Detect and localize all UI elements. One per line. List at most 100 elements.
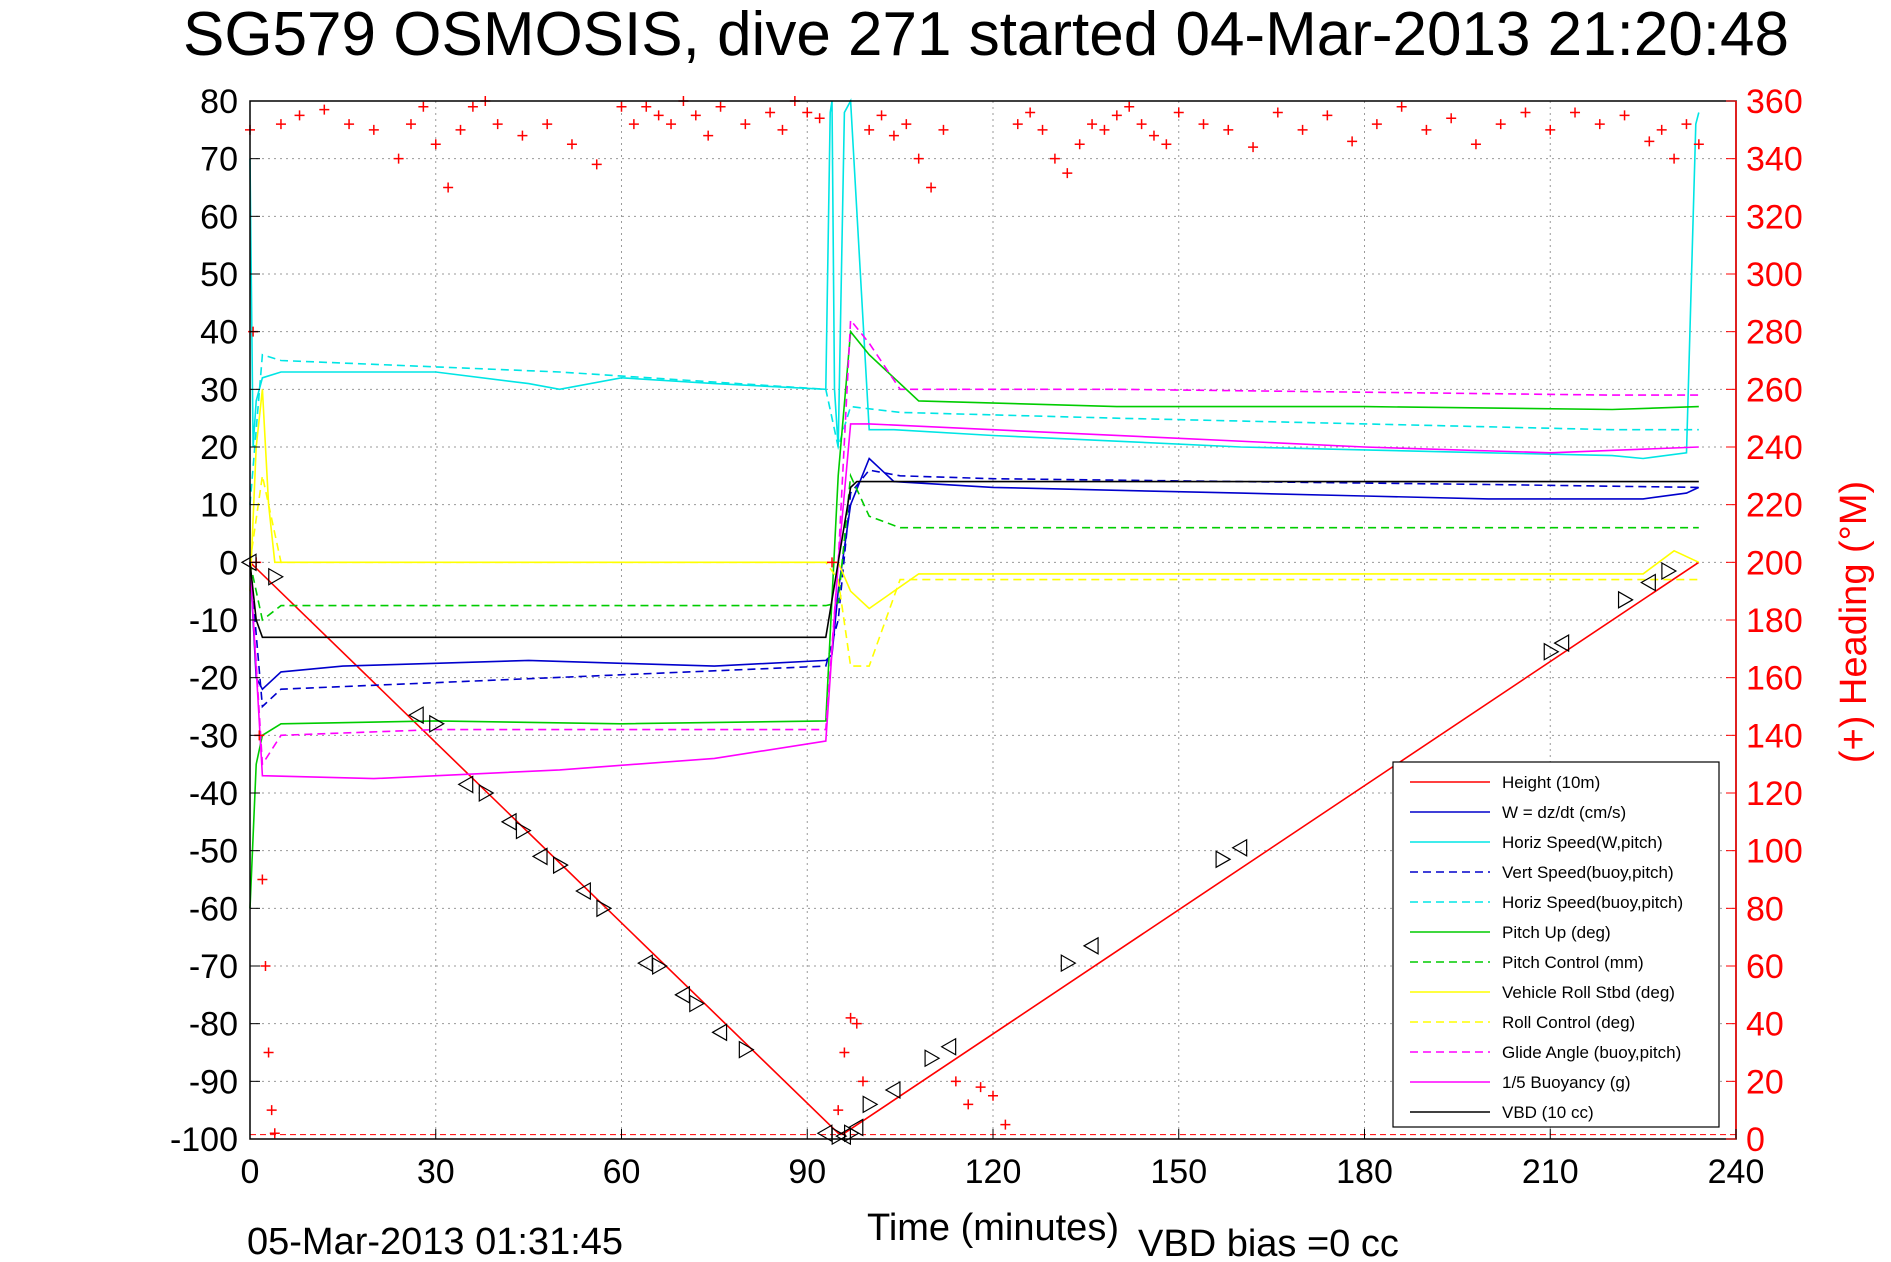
- legend-label: Height (10m): [1502, 773, 1600, 792]
- right-tick-label: 240: [1746, 429, 1803, 467]
- y-tick-label: -70: [189, 948, 238, 986]
- heading-point: [467, 101, 478, 112]
- legend: Height (10m) W = dz/dt (cm/s) Horiz Speed(…: [1392, 761, 1720, 1128]
- right-tick-label: 120: [1746, 775, 1803, 813]
- heading-point: [703, 130, 714, 141]
- heading-point: [975, 1082, 986, 1093]
- dive-marker: [884, 1080, 901, 1100]
- heading-point: [1520, 107, 1531, 118]
- heading-point: [542, 119, 553, 130]
- dive-marker: [531, 847, 548, 866]
- legend-label: Horiz Speed(buoy,pitch): [1502, 893, 1683, 912]
- dive-marker: [924, 1049, 941, 1068]
- right-tick-label: 260: [1746, 371, 1803, 409]
- right-tick-label: 40: [1746, 1006, 1784, 1044]
- dive-marker: [1617, 590, 1634, 609]
- legend-label: Vert Speed(buoy,pitch): [1502, 863, 1674, 882]
- x-tick-label: 180: [1336, 1153, 1393, 1191]
- right-tick-label: 200: [1746, 544, 1803, 582]
- dive-marker: [831, 1127, 848, 1146]
- dive-marker: [478, 783, 495, 803]
- heading-point: [418, 101, 429, 112]
- heading-point: [1619, 110, 1630, 121]
- heading-point: [851, 1018, 862, 1029]
- heading-point: [913, 153, 924, 164]
- right-tick-label: 20: [1746, 1063, 1784, 1101]
- dive-marker-layer: [240, 553, 1678, 1146]
- dive-marker: [847, 1118, 864, 1137]
- dive-marker: [738, 1040, 755, 1059]
- legend-label: VBD (10 cc): [1502, 1103, 1594, 1122]
- heading-point: [263, 1047, 274, 1058]
- heading-point: [1099, 124, 1110, 135]
- series-line-8: [249, 475, 1699, 667]
- heading-point: [641, 101, 652, 112]
- legend-label: W = dz/dt (cm/s): [1502, 803, 1626, 822]
- heading-point: [269, 1128, 280, 1139]
- heading-point: [1223, 124, 1234, 135]
- y-tick-label: 40: [200, 314, 238, 352]
- heading-point: [566, 139, 577, 150]
- y-tick-label: 20: [200, 429, 238, 467]
- dive-marker: [637, 954, 653, 973]
- heading-point: [344, 119, 355, 130]
- heading-point: [666, 119, 677, 130]
- x-tick-label: 90: [788, 1153, 826, 1191]
- heading-point: [1173, 107, 1184, 118]
- vbd-bias-label: VBD bias =0 cc: [1138, 1223, 1399, 1262]
- heading-point: [1136, 119, 1147, 130]
- right-tick-label: 0: [1746, 1121, 1765, 1159]
- heading-point: [1669, 153, 1680, 164]
- heading-point: [266, 1105, 277, 1116]
- dive-marker: [1661, 561, 1678, 581]
- dive-marker: [689, 994, 706, 1013]
- heading-point: [938, 124, 949, 135]
- heading-point: [888, 130, 899, 141]
- dive-marker: [652, 956, 668, 976]
- dive-marker: [500, 812, 517, 831]
- y-tick-label: -40: [189, 775, 238, 813]
- legend-box: [1392, 761, 1720, 1128]
- heading-point: [814, 113, 825, 124]
- y-tick-label: 0: [219, 544, 238, 582]
- heading-point: [1272, 107, 1283, 118]
- heading-point: [294, 110, 305, 121]
- tick-layer: 0 30 60 90 120 150 180 210 24080706050403020100-…: [170, 83, 1803, 1191]
- heading-point: [901, 119, 912, 130]
- legend-label: Pitch Up (deg): [1502, 923, 1611, 942]
- series-line-1: [249, 457, 1700, 691]
- heading-point: [963, 1099, 974, 1110]
- dive-marker: [1231, 838, 1248, 857]
- heading-point: [1545, 124, 1556, 135]
- legend-label: Horiz Speed(W,pitch): [1502, 833, 1663, 852]
- dive-marker: [940, 1037, 957, 1056]
- y-tick-label: -10: [189, 602, 238, 640]
- heading-point: [257, 874, 268, 885]
- heading-point: [1074, 139, 1085, 150]
- series-line-10: [249, 423, 1699, 780]
- x-tick-label: 210: [1522, 1153, 1579, 1191]
- dive-marker: [835, 1127, 851, 1146]
- dive-marker: [1215, 850, 1232, 869]
- y-tick-label: -30: [189, 717, 238, 755]
- dive-marker: [429, 714, 445, 733]
- dive-marker: [457, 775, 474, 794]
- heading-point: [1656, 124, 1667, 135]
- heading-point: [1124, 101, 1135, 112]
- right-tick-label: 320: [1746, 198, 1803, 236]
- dive-marker: [711, 1023, 728, 1042]
- dive-marker: [1640, 573, 1656, 592]
- heading-point: [690, 110, 701, 121]
- series-line-5: [249, 329, 1699, 909]
- heading-point: [455, 124, 466, 135]
- right-tick-label: 140: [1746, 717, 1803, 755]
- heading-point: [1062, 168, 1073, 179]
- heading-point: [1012, 119, 1023, 130]
- heading-point: [802, 107, 813, 118]
- heading-point: [319, 104, 330, 115]
- series-line-9: [249, 317, 1699, 767]
- heading-point: [1495, 119, 1506, 130]
- heading-point: [591, 159, 602, 170]
- y-tick-label: -100: [170, 1121, 238, 1159]
- right-axis-label: (+) Heading (°M): [1833, 481, 1875, 763]
